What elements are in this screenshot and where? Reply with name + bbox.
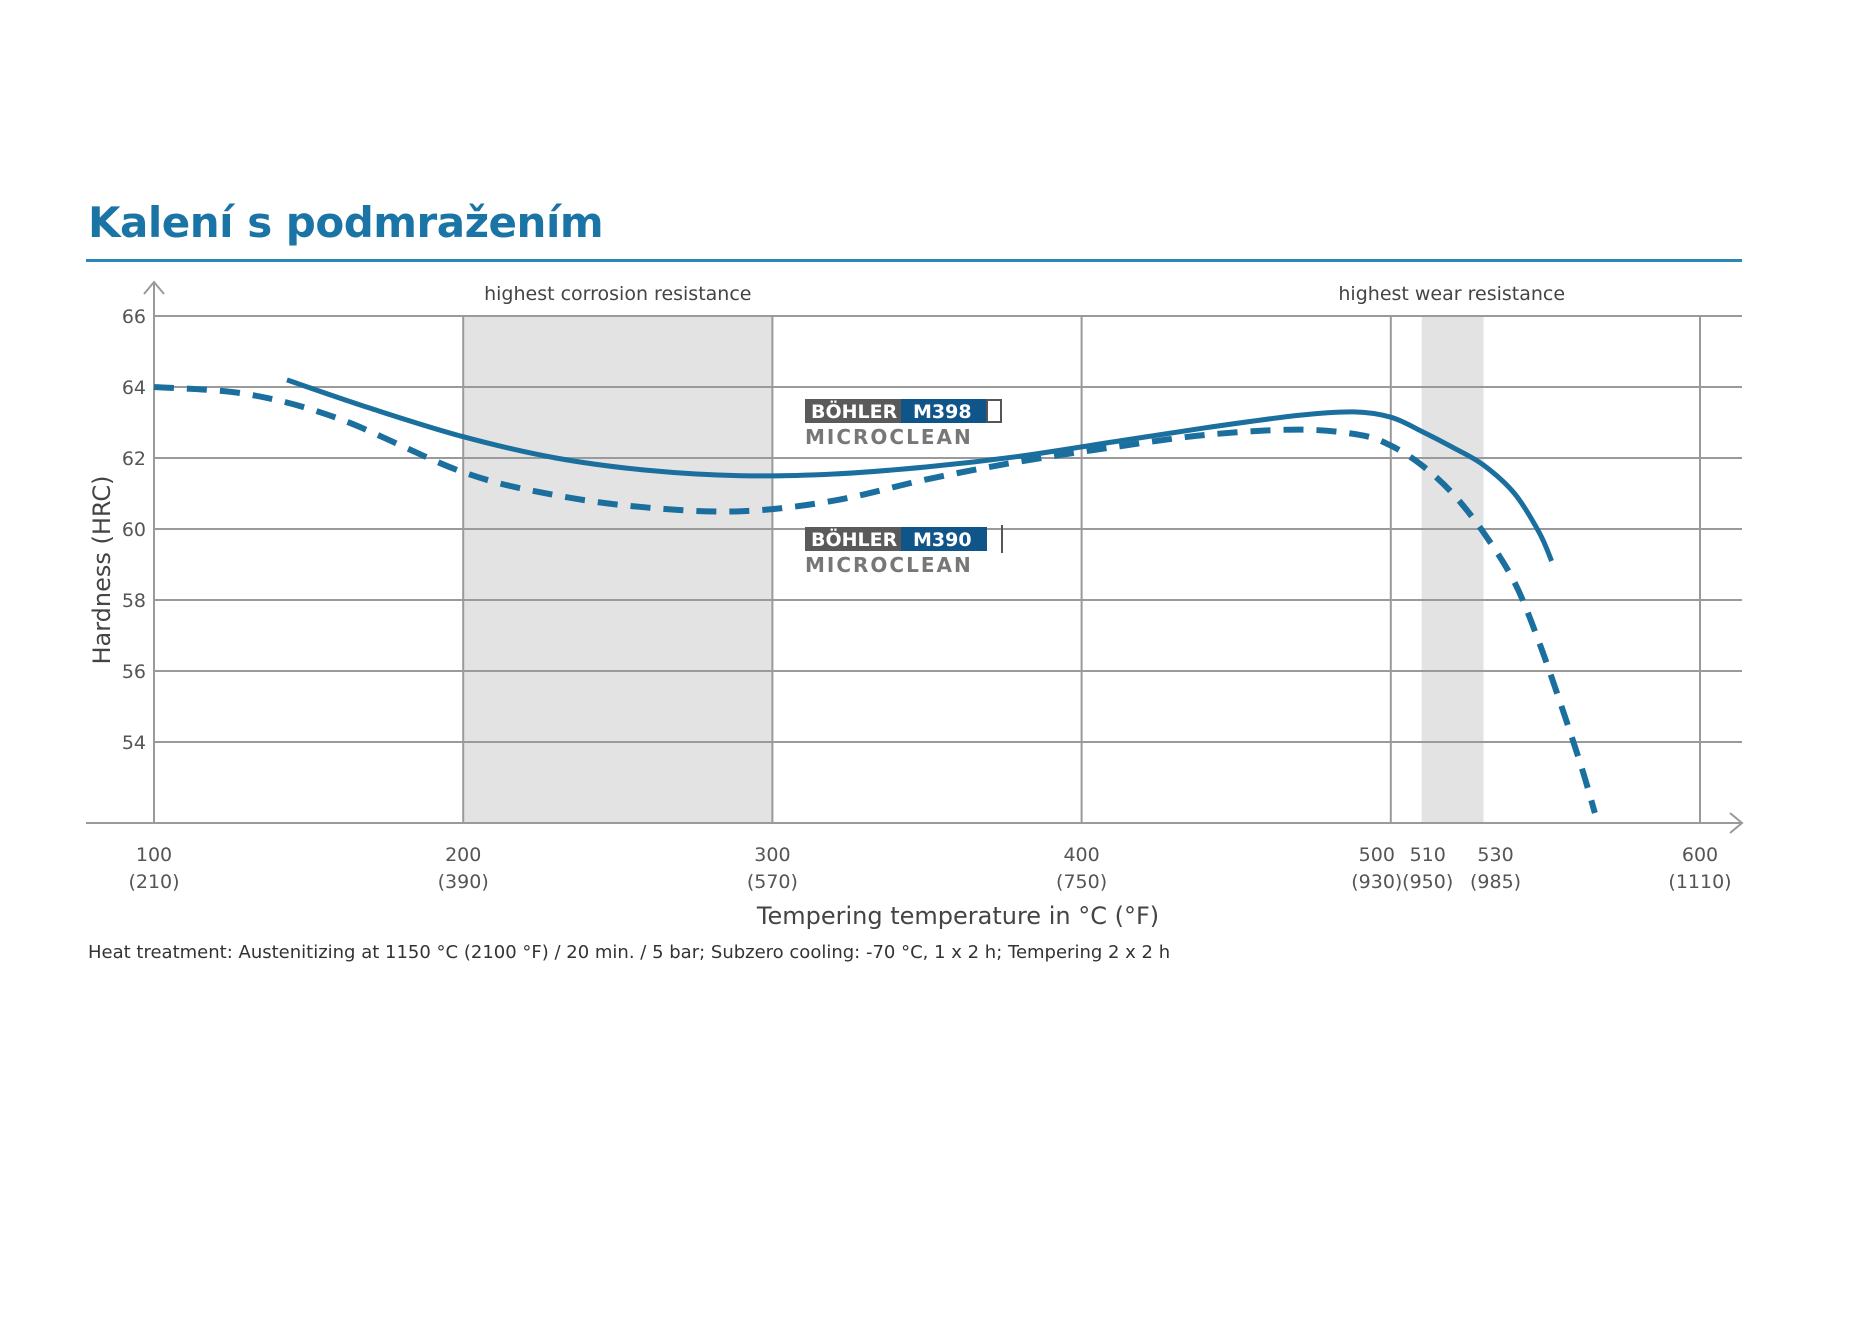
title-divider <box>86 259 1742 262</box>
chart-title: Kalení s podmražením <box>88 198 604 247</box>
logo-brand-box <box>805 527 901 551</box>
logo-grade-text: M390 <box>913 529 972 551</box>
logo-brand-text: BÖHLER <box>811 527 898 551</box>
logo-microclean-text: MICROCLEAN <box>805 425 973 449</box>
x-tick-sublabel: (950) <box>1402 871 1453 893</box>
x-tick-label: 400 <box>1063 844 1099 866</box>
logo-brand-box <box>805 399 901 423</box>
y-tick-label: 66 <box>122 306 146 328</box>
x-tick-label: 300 <box>754 844 790 866</box>
y-tick-label: 54 <box>122 732 146 754</box>
x-tick-label: 500 <box>1359 844 1395 866</box>
band-label: highest wear resistance <box>1338 283 1565 305</box>
shaded-band <box>463 316 773 823</box>
logo-grade-box <box>901 527 987 551</box>
y-axis-arrow-icon <box>143 280 165 295</box>
x-tick-label: 200 <box>445 844 481 866</box>
band-label: highest corrosion resistance <box>484 283 751 305</box>
y-tick-label: 60 <box>122 519 146 541</box>
m390-curve <box>153 384 1598 814</box>
y-tick-label: 64 <box>122 377 146 399</box>
shaded-band <box>1421 316 1484 823</box>
m398-curve <box>286 377 1554 562</box>
logo-end-box <box>986 399 1002 423</box>
x-tick-label: 530 <box>1477 844 1513 866</box>
x-tick-sublabel: (1110) <box>1668 871 1731 893</box>
y-tick-label: 58 <box>122 590 146 612</box>
x-tick-sublabel: (570) <box>747 871 798 893</box>
logo-microclean-text: MICROCLEAN <box>805 553 973 577</box>
x-tick-sublabel: (985) <box>1470 871 1521 893</box>
logo-brand-text: BÖHLER <box>811 399 898 423</box>
heat-treatment-note: Heat treatment: Austenitizing at 1150 °C… <box>88 942 1171 963</box>
x-tick-sublabel: (390) <box>438 871 489 893</box>
logo-grade-text: M398 <box>913 401 972 423</box>
x-tick-sublabel: (930) <box>1351 871 1402 893</box>
y-axis-label: Hardness (HRC) <box>88 475 116 664</box>
y-tick-label: 56 <box>122 661 146 683</box>
y-tick-label: 62 <box>122 448 146 470</box>
x-axis-label: Tempering temperature in °C (°F) <box>756 902 1159 930</box>
x-tick-sublabel: (750) <box>1056 871 1107 893</box>
x-tick-label: 600 <box>1682 844 1718 866</box>
x-tick-label: 510 <box>1410 844 1446 866</box>
x-tick-label: 100 <box>136 844 172 866</box>
x-axis-arrow-icon <box>1729 812 1744 834</box>
x-tick-sublabel: (210) <box>128 871 179 893</box>
logo-grade-box <box>901 399 987 423</box>
